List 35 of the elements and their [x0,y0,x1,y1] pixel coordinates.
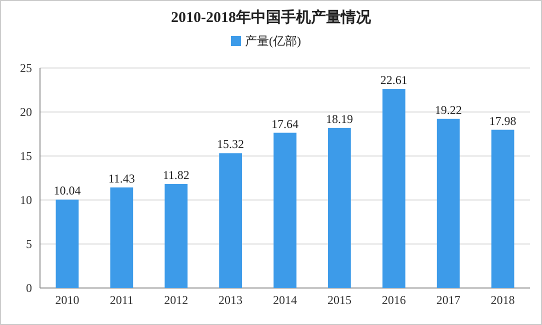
data-label: 22.61 [380,73,408,88]
x-tick-label: 2016 [382,293,406,307]
bar [219,153,242,288]
chart-title: 2010-2018年中国手机产量情况 [171,9,372,26]
bar [328,128,351,288]
data-label: 17.64 [272,116,298,131]
bar [56,200,79,288]
y-tick-label: 25 [20,61,32,75]
x-tick-label: 2013 [218,293,243,307]
bar [491,130,514,288]
x-tick-label: 2010 [55,293,80,307]
x-tick-label: 2012 [164,293,188,307]
data-label: 19.22 [434,102,462,117]
y-tick-label: 5 [26,237,32,251]
data-label: 15.32 [217,137,244,152]
y-tick-label: 10 [20,193,32,207]
data-label: 18.19 [326,112,353,126]
bar [274,132,296,288]
bar [436,118,460,288]
y-tick-label: 20 [20,105,32,119]
x-tick-label: 2011 [110,293,134,307]
y-tick-label: 15 [20,149,32,163]
bar [382,89,406,288]
x-tick-label: 2015 [327,293,352,307]
data-label: 11.43 [108,171,135,186]
y-tick-label: 0 [26,281,32,295]
data-label: 10.04 [54,184,81,198]
bar [110,187,134,288]
legend-label: 产量(亿部) [245,34,301,48]
x-tick-label: 2014 [273,293,297,307]
data-label: 17.98 [489,114,516,128]
bar [164,184,188,288]
x-tick-label: 2017 [436,293,460,307]
data-label: 11.82 [162,168,190,182]
x-tick-label: 2018 [490,293,515,307]
